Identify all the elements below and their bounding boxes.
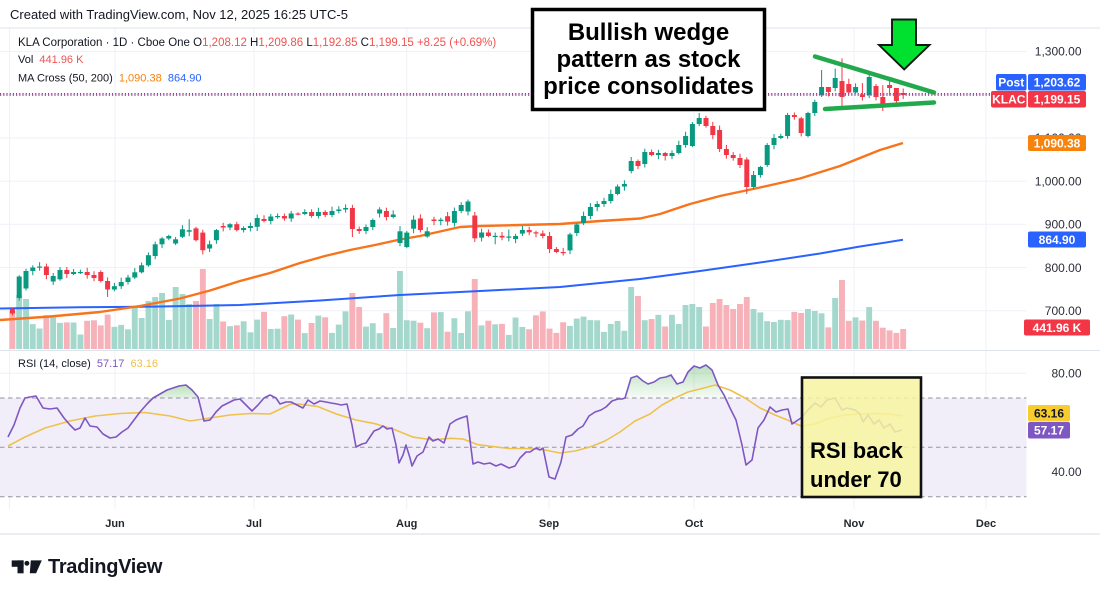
svg-text:1,203.62: 1,203.62 xyxy=(1034,76,1081,90)
svg-text:Dec: Dec xyxy=(976,518,996,530)
svg-text:KLAC: KLAC xyxy=(992,93,1026,107)
svg-text:57.17: 57.17 xyxy=(1034,424,1064,438)
svg-text:900.00: 900.00 xyxy=(1045,218,1082,232)
svg-text:Jun: Jun xyxy=(105,518,125,530)
svg-text:MA Cross (50, 200) 1,090.38: MA Cross (50, 200) 1,090.38 864.90 xyxy=(18,73,201,85)
svg-text:40.00: 40.00 xyxy=(1051,465,1081,479)
svg-text:pattern as stock: pattern as stock xyxy=(556,46,741,73)
svg-text:under 70: under 70 xyxy=(810,467,902,492)
svg-text:800.00: 800.00 xyxy=(1045,261,1082,275)
svg-text:TradingView: TradingView xyxy=(48,556,163,578)
svg-text:441.96 K: 441.96 K xyxy=(1033,321,1082,335)
svg-text:1,090.38: 1,090.38 xyxy=(1034,136,1081,150)
svg-text:Aug: Aug xyxy=(396,518,417,530)
svg-text:63.16: 63.16 xyxy=(1034,407,1064,421)
svg-text:864.90: 864.90 xyxy=(1039,233,1076,247)
svg-text:1,199.15: 1,199.15 xyxy=(1034,93,1081,107)
svg-text:1,300.00: 1,300.00 xyxy=(1035,45,1082,59)
svg-text:Bullish wedge: Bullish wedge xyxy=(568,19,729,46)
svg-text:KLA Corporation · 1D · Cboe On: KLA Corporation · 1D · Cboe One O1,208.1… xyxy=(18,37,496,49)
svg-text:80.00: 80.00 xyxy=(1051,367,1081,381)
svg-text:price consolidates: price consolidates xyxy=(543,73,754,100)
svg-text:RSI back: RSI back xyxy=(810,438,904,463)
svg-text:700.00: 700.00 xyxy=(1045,304,1082,318)
svg-text:1,000.00: 1,000.00 xyxy=(1035,174,1082,188)
svg-text:Vol 441.96 K: Vol 441.96 K xyxy=(18,54,84,66)
svg-text:Sep: Sep xyxy=(539,518,559,530)
svg-text:Oct: Oct xyxy=(685,518,704,530)
svg-text:Created with TradingView.com,: Created with TradingView.com, Nov 12, 20… xyxy=(10,7,348,22)
svg-text:Jul: Jul xyxy=(246,518,262,530)
svg-text:Nov: Nov xyxy=(844,518,866,530)
svg-text:Post: Post xyxy=(998,76,1024,90)
svg-text:RSI (14, close) 57.17 63.16: RSI (14, close) 57.17 63.16 xyxy=(18,358,158,370)
